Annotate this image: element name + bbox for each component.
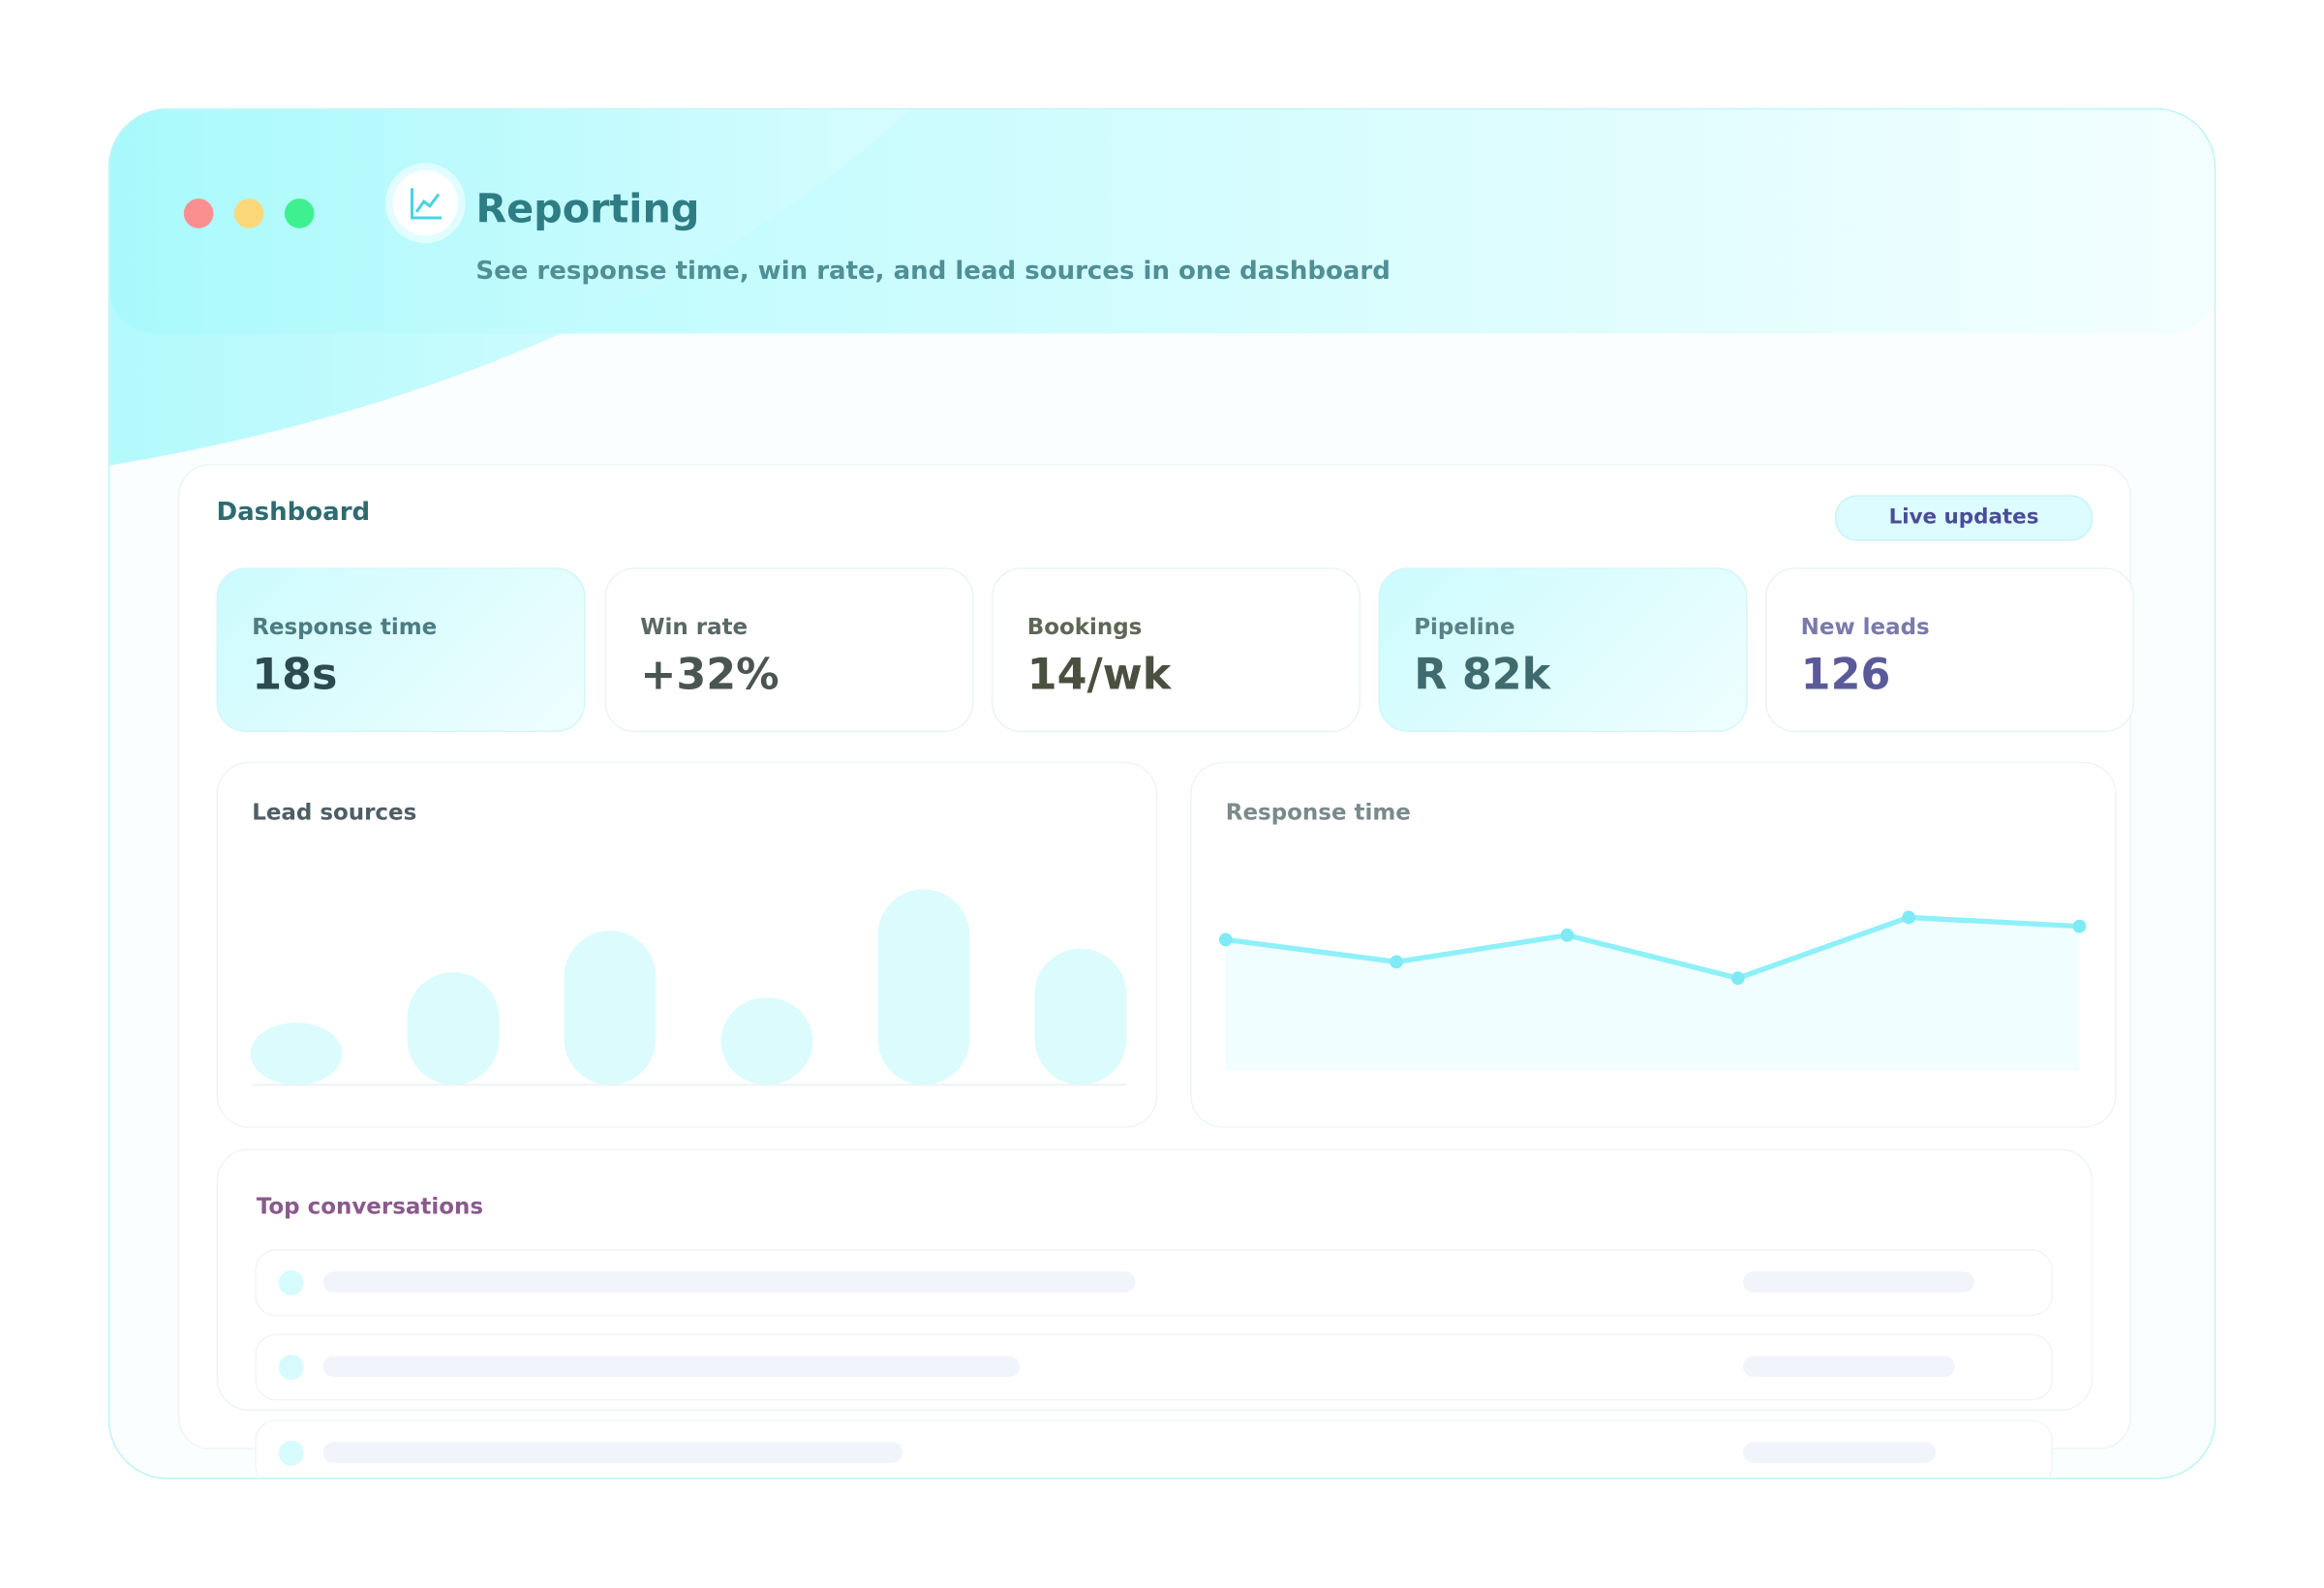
bar [1034,948,1127,1085]
chart-card [216,761,1158,1128]
kpi-value: R 82k [1414,649,1551,700]
bar [877,889,970,1085]
point [1218,932,1233,947]
point [1902,910,1915,925]
kpi-value: 126 [1800,649,1891,700]
point [1390,955,1404,969]
bar [720,997,813,1085]
point [2072,919,2087,933]
line [1225,914,2080,981]
kpi-card: Pipeline R 82k [1378,567,1748,733]
conversations-title: Top conversations [256,1193,483,1220]
dashboard-title: Dashboard [216,498,371,528]
kpi-card: Win rate +32% [604,567,974,733]
kpi-label: Pipeline [1414,613,1515,641]
kpi-card: Bookings 14/wk [991,567,1361,733]
conversation-row[interactable] [255,1333,2053,1401]
kpi-label: Response time [252,613,438,641]
kpi-value: 14/wk [1026,649,1172,700]
chart-title: Response time [1225,798,1411,826]
area [1225,917,2080,1071]
kpi-label: New leads [1800,613,1930,641]
point [1560,928,1575,942]
kpi-label: Win rate [640,613,749,641]
bar [250,1023,343,1085]
point [1730,971,1745,986]
kpi-card: New leads 126 [1764,567,2135,733]
kpi-value: +32% [640,649,780,700]
bar [564,931,657,1085]
conversation-row[interactable] [255,1249,2053,1317]
chart-title: Lead sources [252,798,417,826]
kpi-label: Bookings [1026,613,1143,641]
kpi-card: Response time 18s [216,567,586,733]
header-title: Reporting [475,186,700,233]
bar [407,972,500,1085]
header-subtitle: See response time, win rate, and lead so… [475,256,1391,287]
live-badge[interactable]: Live updates [1834,495,2094,541]
header-background [109,109,2215,466]
kpi-value: 18s [252,649,338,700]
